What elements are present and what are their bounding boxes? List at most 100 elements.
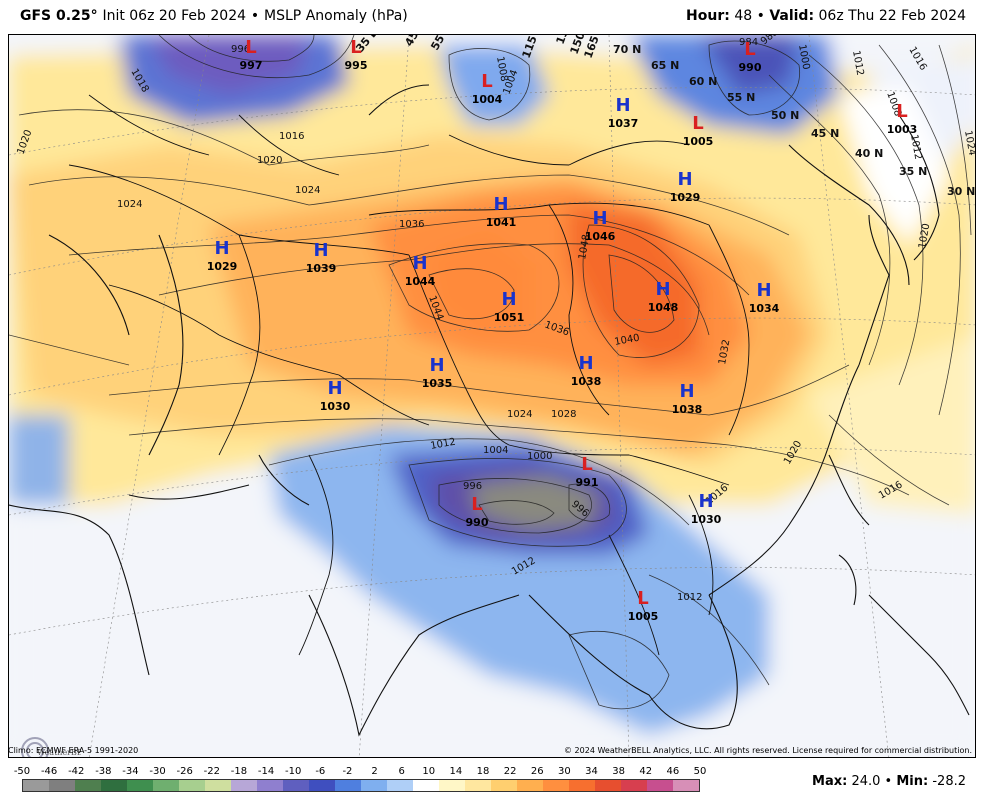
max-min: Max: 24.0 • Min: -28.2 [812, 774, 966, 789]
pressure-value: 990 [739, 61, 762, 74]
pressure-value: 1005 [628, 610, 659, 623]
pressure-value: 1046 [585, 230, 616, 243]
colorbar-tick-label: 26 [530, 766, 544, 777]
degree-symbol: ° [90, 8, 98, 24]
low-pressure-marker: L [350, 37, 361, 58]
anomaly-shading [9, 35, 975, 757]
colorbar-swatch [205, 780, 231, 791]
svg-text:70 N: 70 N [613, 43, 641, 56]
colorbar-tick-label: -22 [203, 766, 220, 777]
bullet-1: • [250, 8, 260, 24]
svg-text:1000: 1000 [527, 451, 552, 462]
high-pressure-marker: H [756, 280, 771, 301]
max-label: Max: [812, 774, 848, 789]
header: GFS 0.25° Init 06z 20 Feb 2024 • MSLP An… [0, 0, 984, 32]
high-pressure-marker: H [501, 289, 516, 310]
chart-title: GFS 0.25° Init 06z 20 Feb 2024 • MSLP An… [20, 8, 408, 24]
copyright-note: © 2024 WeatherBELL Analytics, LLC. All r… [564, 746, 972, 755]
svg-text:984: 984 [739, 37, 758, 48]
model-name: GFS 0.25 [20, 8, 91, 24]
colorbar-swatch [517, 780, 543, 791]
hour-label: Hour: [686, 8, 730, 24]
graticule [9, 35, 975, 757]
colorbar-tick-label: 22 [503, 766, 517, 777]
colorbar-swatch [569, 780, 595, 791]
high-pressure-marker: H [412, 253, 427, 274]
svg-text:30 N: 30 N [947, 185, 975, 198]
svg-text:1004: 1004 [483, 445, 508, 456]
colorbar-tick-label: -6 [315, 766, 326, 777]
pressure-value: 995 [345, 59, 368, 72]
colorbar-tick-label: -2 [342, 766, 353, 777]
climo-note: Climo: ECMWF ERA-5 1991-2020 [8, 746, 139, 755]
colorbar-tick-label: 18 [476, 766, 490, 777]
svg-text:1024: 1024 [117, 199, 142, 210]
svg-text:996: 996 [463, 481, 482, 492]
pressure-value: 1039 [306, 262, 337, 275]
pressure-value: 1051 [494, 311, 525, 324]
high-pressure-marker: H [655, 279, 670, 300]
low-pressure-marker: L [471, 494, 482, 515]
colorbar-swatch [595, 780, 621, 791]
svg-text:1028: 1028 [551, 409, 576, 420]
svg-text:1040: 1040 [614, 333, 641, 348]
low-pressure-marker: L [744, 39, 755, 60]
colorbar-tick-label: -50 [13, 766, 31, 777]
svg-text:1016: 1016 [279, 131, 304, 142]
colorbar-swatch [101, 780, 127, 791]
high-pressure-marker: H [679, 381, 694, 402]
hour-value: 48 [734, 8, 753, 24]
valid-info: Hour: 48 • Valid: 06z Thu 22 Feb 2024 [686, 8, 966, 24]
colorbar-swatch [23, 780, 49, 791]
svg-text:1024: 1024 [295, 185, 320, 196]
colorbar-swatch [231, 780, 257, 791]
colorbar-swatch [387, 780, 413, 791]
low-pressure-marker: L [481, 71, 492, 92]
weatherbell-logo: WeatherBELL [21, 733, 81, 757]
colorbar-tick-label: 46 [666, 766, 680, 777]
map-svg: 996 1018 1020 1024 1016 1020 1024 1036 1… [9, 35, 975, 757]
colorbar-swatch [439, 780, 465, 791]
svg-text:1008: 1008 [494, 56, 509, 83]
high-pressure-marker: H [327, 378, 342, 399]
country-borders [68, 94, 750, 656]
colorbar-tick-label: 6 [398, 766, 405, 777]
colorbar-tick-label: -34 [122, 766, 139, 777]
pressure-value: 1048 [648, 301, 679, 314]
colorbar-tick-label: -18 [230, 766, 248, 777]
lat-lon-labels: 70 N 65 N 60 N 55 N 50 N 45 N 40 N 35 N … [353, 35, 975, 198]
colorbar-swatch [673, 780, 699, 791]
pressure-value: 1029 [207, 260, 238, 273]
colorbar-tick-label: -30 [149, 766, 166, 777]
colorbar-tick-label: -42 [68, 766, 85, 777]
colorbar-swatch [465, 780, 491, 791]
high-pressure-marker: H [493, 194, 508, 215]
bullet-2: • [756, 8, 765, 24]
pressure-value: 1005 [683, 135, 714, 148]
low-pressure-marker: L [637, 588, 648, 609]
colorbar [22, 779, 700, 792]
pressure-value: 1038 [672, 403, 703, 416]
high-pressure-marker: H [592, 208, 607, 229]
svg-text:1012: 1012 [908, 134, 923, 161]
colorbar-tick-label: 14 [449, 766, 463, 777]
svg-text:35 N: 35 N [899, 165, 927, 178]
svg-text:1020: 1020 [917, 223, 932, 250]
colorbar-tick-label: -26 [176, 766, 193, 777]
colorbar-tick-label: -10 [285, 766, 302, 777]
colorbar-ticks: -50 -46 -42 -38 -34 -30 -26 -22 -18 -14 -10 -6 -2 2 6 1… [14, 766, 708, 778]
svg-text:1032: 1032 [717, 339, 732, 366]
colorbar-tick-label: 42 [639, 766, 653, 777]
colorbar-swatch [543, 780, 569, 791]
colorbar-tick-label: -14 [257, 766, 275, 777]
pressure-value: 997 [240, 59, 263, 72]
svg-text:55 N: 55 N [727, 91, 755, 104]
pressure-value: 1003 [887, 123, 918, 136]
svg-text:1000: 1000 [796, 44, 811, 71]
pressure-value: 990 [466, 516, 489, 529]
pressure-value: 991 [576, 476, 599, 489]
svg-text:60 N: 60 N [689, 75, 717, 88]
low-pressure-marker: L [581, 454, 592, 475]
colorbar-swatch [75, 780, 101, 791]
colorbar-swatch [49, 780, 75, 791]
